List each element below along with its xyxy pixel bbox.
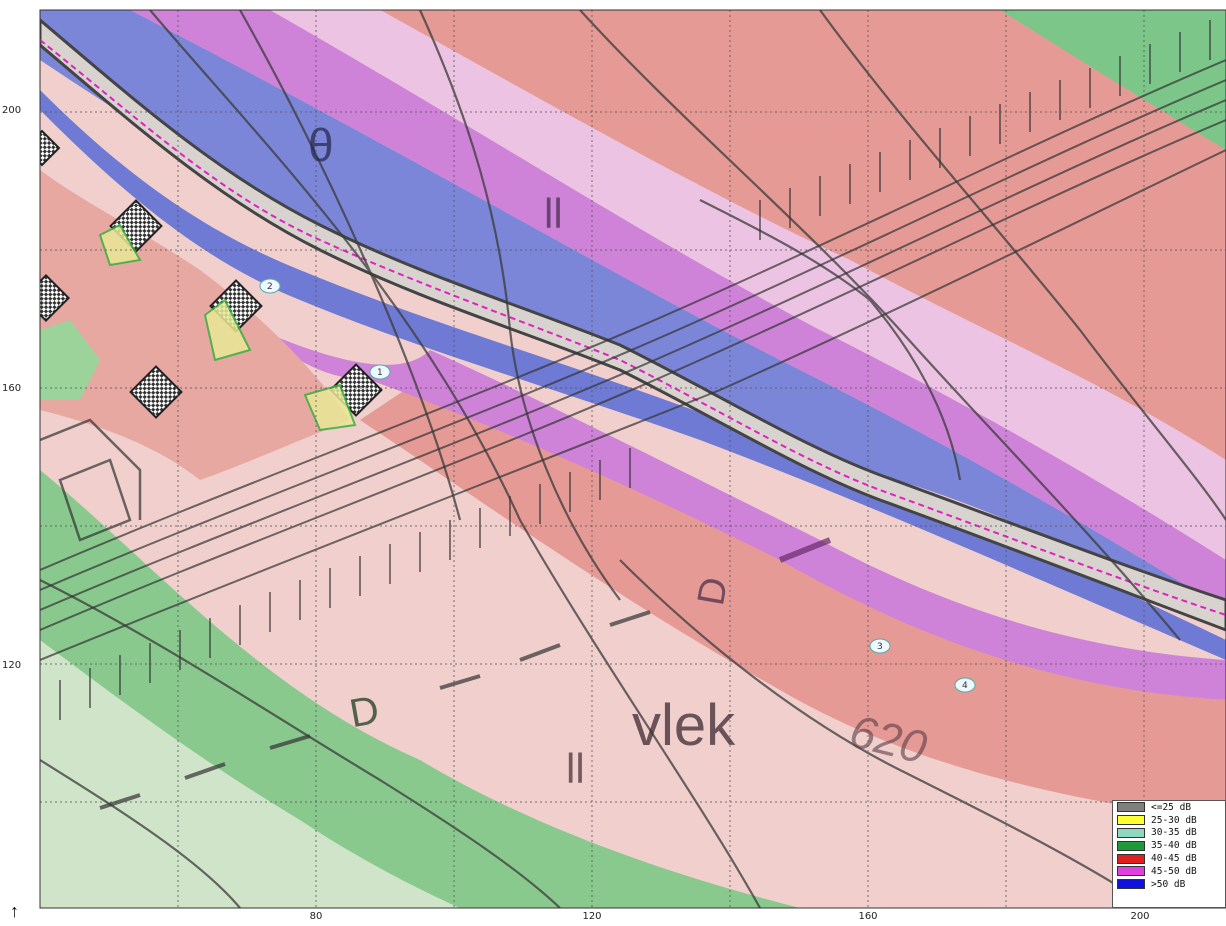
contour-8 <box>699 199 962 481</box>
zone-light-upper <box>270 10 1226 560</box>
vlek-label: vlek <box>632 693 736 758</box>
y-axis-label-160: 160 <box>2 383 22 394</box>
contour-5 <box>40 579 561 908</box>
slope-hatch <box>59 20 1211 720</box>
x-axis-label-80: 80 <box>309 911 323 922</box>
lift-line-3 <box>40 99 1226 611</box>
house-outline <box>58 458 132 542</box>
lift-line-1 <box>40 59 1226 571</box>
legend-swatch <box>1117 866 1145 877</box>
x-axis-label-160: 160 <box>858 911 878 922</box>
marker-1: 1 <box>369 364 391 380</box>
y-axis-label-120: 120 <box>2 660 22 671</box>
legend-item: 30-35 dB <box>1113 827 1225 840</box>
svg-text:3: 3 <box>877 642 883 652</box>
building-5 <box>40 273 71 323</box>
glyph-ll-label-2: ll <box>566 745 585 792</box>
road <box>40 18 1226 632</box>
legend-swatch <box>1117 827 1145 838</box>
contour-2 <box>418 10 621 601</box>
road-centerline <box>40 39 1226 616</box>
contour-6 <box>239 10 462 521</box>
legend-swatch <box>1117 840 1145 851</box>
svg-text:1: 1 <box>377 368 383 378</box>
legend-item: >50 dB <box>1113 878 1225 891</box>
building-area-3 <box>98 223 142 267</box>
zone-30-35 <box>40 640 460 908</box>
house-outline-2 <box>40 418 142 520</box>
svg-text:4: 4 <box>962 681 968 691</box>
x-axis-label-200: 200 <box>1130 911 1150 922</box>
building-area-2 <box>203 298 252 362</box>
zone-green-patch <box>40 320 100 400</box>
marker-3: 3 <box>869 638 891 654</box>
legend-swatch <box>1117 815 1145 826</box>
legend-label: 30-35 dB <box>1151 827 1197 839</box>
legend-label: >50 dB <box>1151 878 1186 890</box>
x-axis-label-120: 120 <box>582 911 602 922</box>
legend-label: <=25 dB <box>1151 801 1192 813</box>
contour-3 <box>579 10 1181 641</box>
legend-swatch <box>1117 879 1145 890</box>
svg-text:2: 2 <box>267 282 273 292</box>
legend-item: 35-40 dB <box>1113 839 1225 852</box>
letter-theta-label: θ <box>308 119 334 171</box>
legend-label: 35-40 dB <box>1151 840 1197 852</box>
y-axis-label-200: 200 <box>2 105 22 116</box>
building-6 <box>40 129 61 167</box>
legend-item: 40-45 dB <box>1113 852 1225 865</box>
lift-line-4 <box>40 119 1226 631</box>
contour-1 <box>149 10 761 908</box>
zone-top-green <box>1000 10 1226 150</box>
legend-label: 25-30 dB <box>1151 814 1197 826</box>
marker-4: 4 <box>954 677 976 693</box>
glyph-ll-label: ll <box>544 190 563 237</box>
marker-2: 2 <box>259 278 281 294</box>
legend-label: 40-45 dB <box>1151 853 1197 865</box>
building-area-1 <box>303 383 357 432</box>
contour-4 <box>819 10 1226 521</box>
lift-line-5 <box>40 149 1226 661</box>
legend: <=25 dB 25-30 dB 30-35 dB 35-40 dB 40-45… <box>1112 800 1226 908</box>
legend-swatch <box>1117 853 1145 864</box>
lift-line-2 <box>40 79 1226 591</box>
legend-item: 45-50 dB <box>1113 865 1225 878</box>
legend-item: <=25 dB <box>1113 801 1225 814</box>
contour-7 <box>40 759 241 908</box>
contour-620 <box>619 559 1141 901</box>
legend-swatch <box>1117 802 1145 813</box>
legend-label: 45-50 dB <box>1151 865 1197 877</box>
north-arrow-icon: ↑ <box>10 901 19 921</box>
zone-50-upper <box>40 10 1226 630</box>
receiver-markers: 1 2 3 4 <box>259 278 976 693</box>
zone-40-45-lower <box>360 380 1226 820</box>
legend-item: 25-30 dB <box>1113 814 1225 827</box>
zone-45-50-lower <box>260 330 1226 700</box>
building-4 <box>129 365 183 419</box>
zone-40-45-upper <box>380 10 1226 460</box>
